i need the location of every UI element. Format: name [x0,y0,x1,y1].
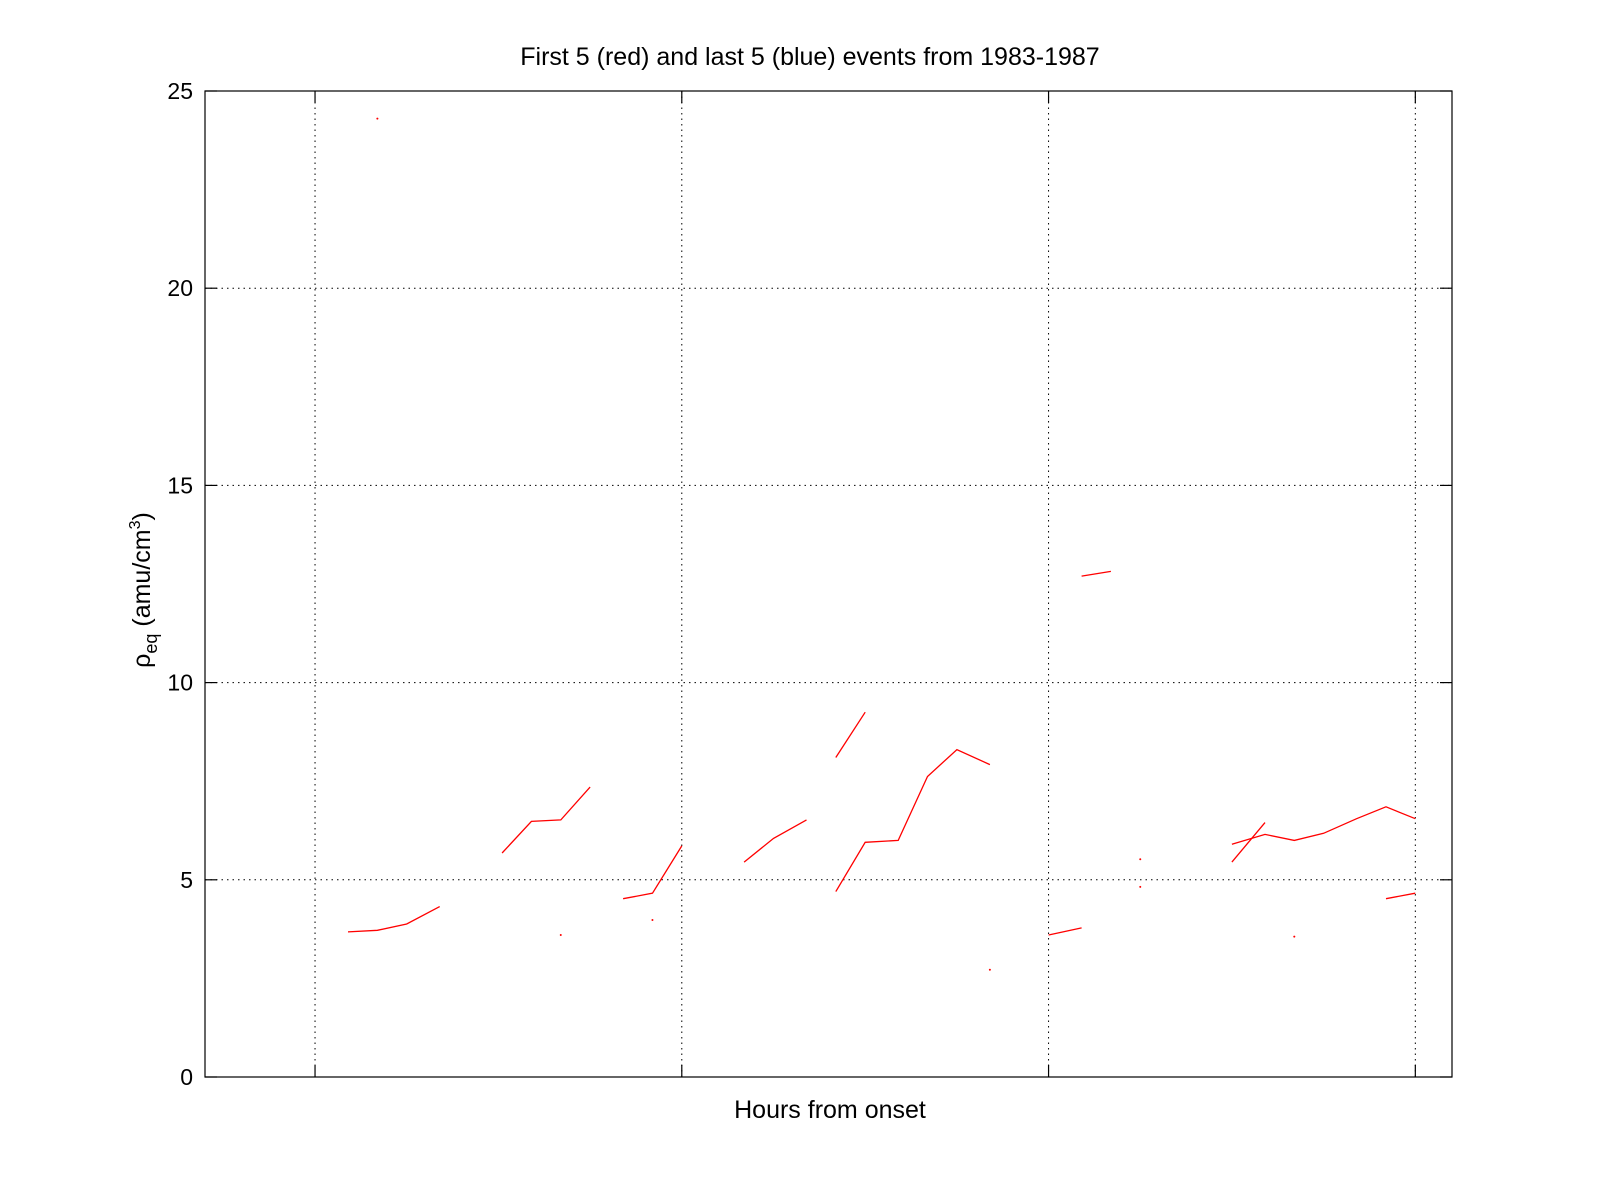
y-axis-label-subscript: eq [141,634,161,654]
y-tick-label: 20 [167,275,193,301]
y-tick-label: 25 [167,78,193,104]
y-axis-label-superscript: 3 [127,520,144,529]
chart-title: First 5 (red) and last 5 (blue) events f… [520,43,1099,71]
series-line [835,748,991,892]
data-point [1139,858,1142,861]
data-point [1293,935,1296,938]
data-point [988,968,991,971]
y-axis-label-symbol: ρ [128,654,156,668]
y-axis-label: ρeq (amu/cm3) [127,512,161,668]
y-tick-label: 5 [180,867,193,893]
data-point [559,934,562,937]
data-layer [347,117,1416,971]
y-tick-label: 10 [167,670,193,696]
series-line [1048,927,1082,936]
y-axis-label-unit: (amu/cm [128,529,156,633]
plot-frame [204,90,1453,1078]
y-tick-label: 0 [180,1064,193,1090]
series-line [1231,806,1416,845]
data-point [376,117,379,120]
x-axis-label: Hours from onset [734,1096,926,1124]
series-line [1231,822,1266,863]
y-axis-tick-labels: 0 5 10 15 20 25 [167,78,193,1090]
series-line [622,845,683,900]
data-point [1139,885,1142,888]
series-line [835,711,866,758]
series-line [501,786,591,854]
grid-lines [205,91,1452,1077]
y-axis-label-close: ) [128,512,156,520]
axis-ticks [205,90,1452,1078]
y-tick-label: 15 [167,472,193,498]
data-point [651,919,654,922]
series-line [347,906,441,933]
series-line [1385,892,1416,900]
series-line [743,819,807,863]
series-line [1081,570,1112,577]
